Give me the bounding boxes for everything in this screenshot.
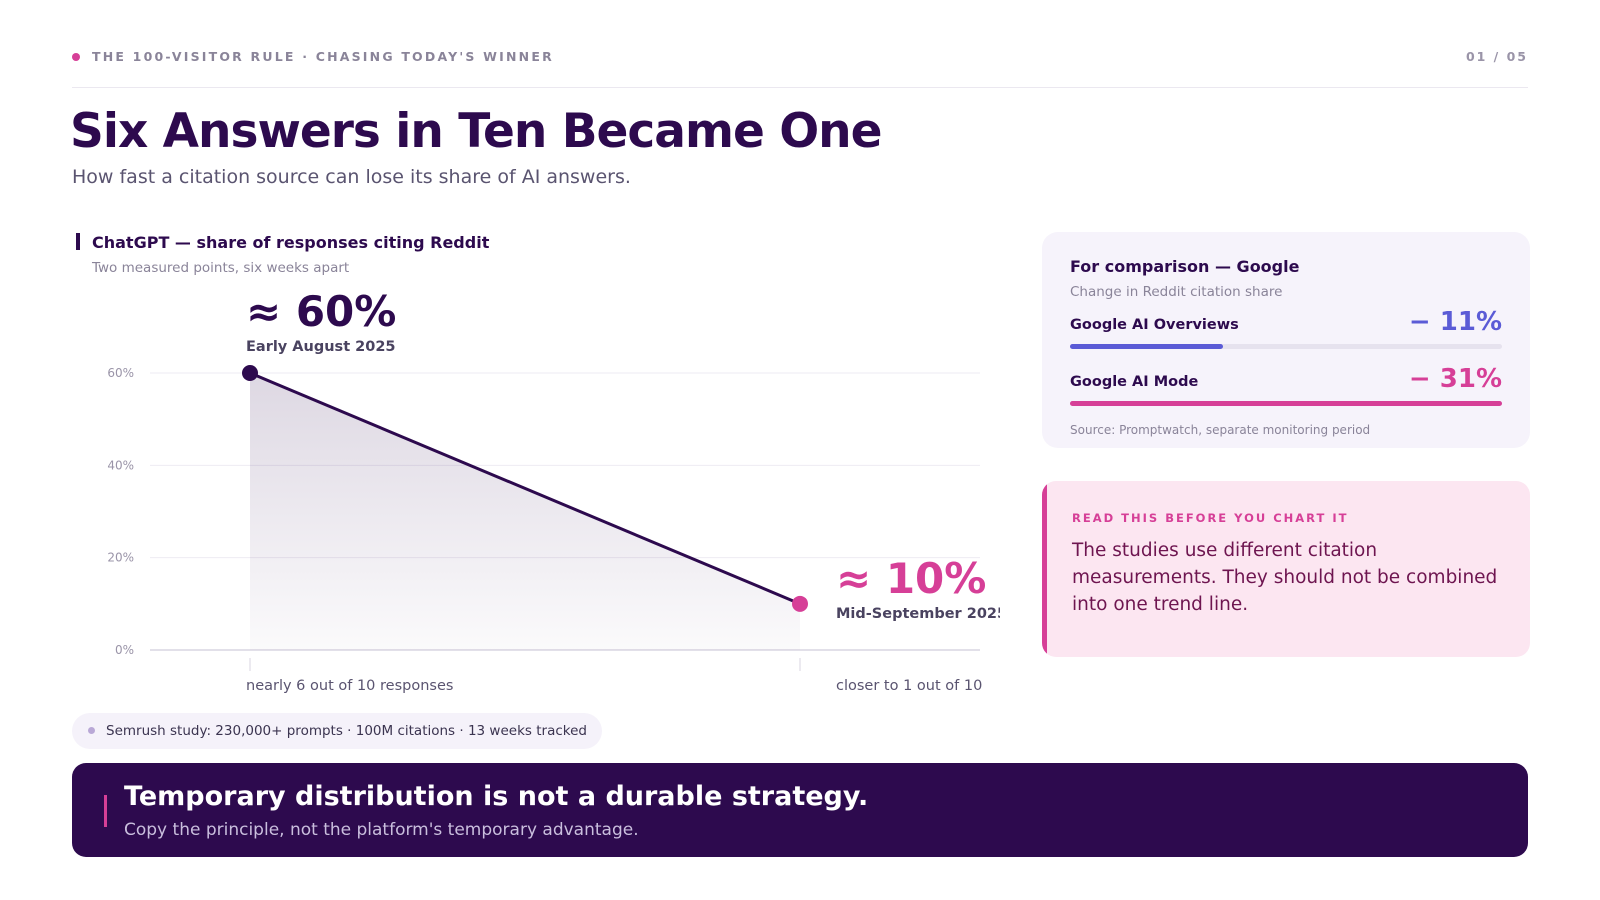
chart-title-accent xyxy=(76,233,80,250)
footer-title: Temporary distribution is not a durable … xyxy=(124,781,869,812)
y-tick-label: 20% xyxy=(107,551,134,565)
footer-accent xyxy=(104,795,107,827)
x-tick-label: Early August 2025 xyxy=(246,339,396,355)
kicker: THE 100-VISITOR RULE · CHASING TODAY'S W… xyxy=(92,49,554,64)
slide-subtitle: How fast a citation source can lose its … xyxy=(72,166,631,188)
page-number: 01 / 05 xyxy=(1465,49,1528,64)
item-value: − 11% xyxy=(1408,307,1502,337)
value-label: ≈ 60% xyxy=(246,287,396,336)
bar-track xyxy=(1070,344,1502,349)
card-subtitle: Change in Reddit citation share xyxy=(1070,284,1283,300)
callout: READ THIS BEFORE YOU CHART IT The studie… xyxy=(1042,481,1530,657)
footer-banner: Temporary distribution is not a durable … xyxy=(72,763,1528,857)
kicker-dot xyxy=(72,53,80,61)
point xyxy=(242,365,258,381)
bar xyxy=(1070,344,1224,349)
point-note: nearly 6 out of 10 responses xyxy=(246,678,453,694)
value-label: ≈ 10% xyxy=(836,554,986,603)
x-tick-label: Mid-September 2025 xyxy=(836,606,1000,622)
callout-accent xyxy=(1042,481,1047,657)
chart: ChatGPT — share of responses citing Redd… xyxy=(76,233,1000,694)
slide-title: Six Answers in Ten Became One xyxy=(70,104,882,159)
y-tick-label: 40% xyxy=(107,458,134,472)
point-note: closer to 1 out of 10 xyxy=(836,678,982,694)
bar-track xyxy=(1070,401,1502,406)
area xyxy=(250,373,800,650)
comparison-card: For comparison — Google Change in Reddit… xyxy=(1042,232,1530,448)
callout-kicker: READ THIS BEFORE YOU CHART IT xyxy=(1072,511,1349,525)
item-label: Google AI Overviews xyxy=(1070,317,1239,333)
point xyxy=(792,595,808,612)
study-note: Semrush study: 230,000+ prompts · 100M c… xyxy=(72,713,602,749)
callout-text: The studies use different citation measu… xyxy=(1072,540,1498,615)
item-value: − 31% xyxy=(1408,364,1502,394)
card-title: For comparison — Google xyxy=(1070,257,1300,276)
footer-text: Copy the principle, not the platform's t… xyxy=(124,820,639,840)
y-tick-label: 60% xyxy=(107,366,134,380)
y-tick-label: 0% xyxy=(115,643,134,657)
divider xyxy=(72,87,1528,88)
bar xyxy=(1070,401,1502,406)
chart-subtitle: Two measured points, six weeks apart xyxy=(91,260,349,276)
note-dot xyxy=(88,727,95,734)
note-text: Semrush study: 230,000+ prompts · 100M c… xyxy=(106,723,587,739)
item-label: Google AI Mode xyxy=(1070,374,1199,390)
chart-title: ChatGPT — share of responses citing Redd… xyxy=(92,233,490,252)
line xyxy=(249,371,801,606)
card-source: Source: Promptwatch, separate monitoring… xyxy=(1070,423,1371,437)
